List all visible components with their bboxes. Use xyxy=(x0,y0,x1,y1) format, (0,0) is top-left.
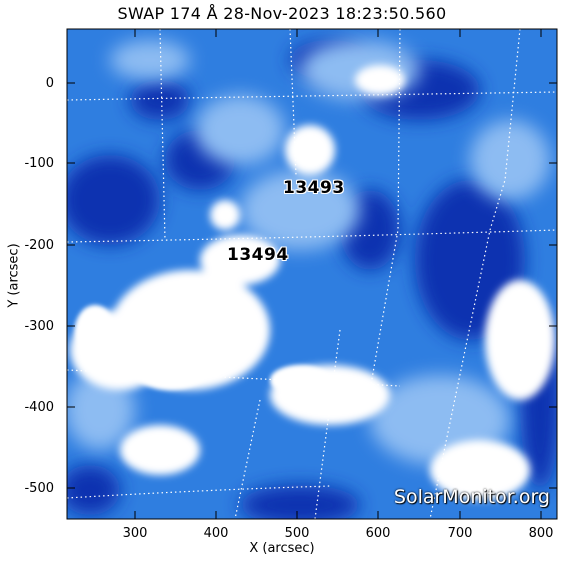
x-tick-label: 800 xyxy=(528,526,554,541)
x-tick-label: 600 xyxy=(365,526,391,541)
y-tick-label: -300 xyxy=(24,319,54,334)
region-label-13493: 13493 xyxy=(283,178,345,198)
x-tick-label: 500 xyxy=(284,526,310,541)
y-tick-label: -500 xyxy=(24,481,54,496)
x-tick-label: 700 xyxy=(447,526,473,541)
coordinate-grid xyxy=(67,29,557,519)
y-axis-label: Y (arcsec) xyxy=(6,243,22,308)
x-tick-label: 400 xyxy=(203,526,229,541)
plot-title: SWAP 174 Å 28-Nov-2023 18:23:50.560 xyxy=(117,4,447,23)
solarmonitor-watermark: SolarMonitor.org xyxy=(393,486,550,508)
euv-image xyxy=(67,29,557,519)
x-axis-label: X (arcsec) xyxy=(249,541,315,556)
region-label-13494: 13494 xyxy=(227,245,289,265)
y-tick-label: 0 xyxy=(45,76,54,91)
y-tick-label: -100 xyxy=(24,156,54,171)
y-tick-label: -400 xyxy=(24,400,54,415)
x-tick-label: 300 xyxy=(122,526,148,541)
y-tick-label: -200 xyxy=(24,238,54,253)
